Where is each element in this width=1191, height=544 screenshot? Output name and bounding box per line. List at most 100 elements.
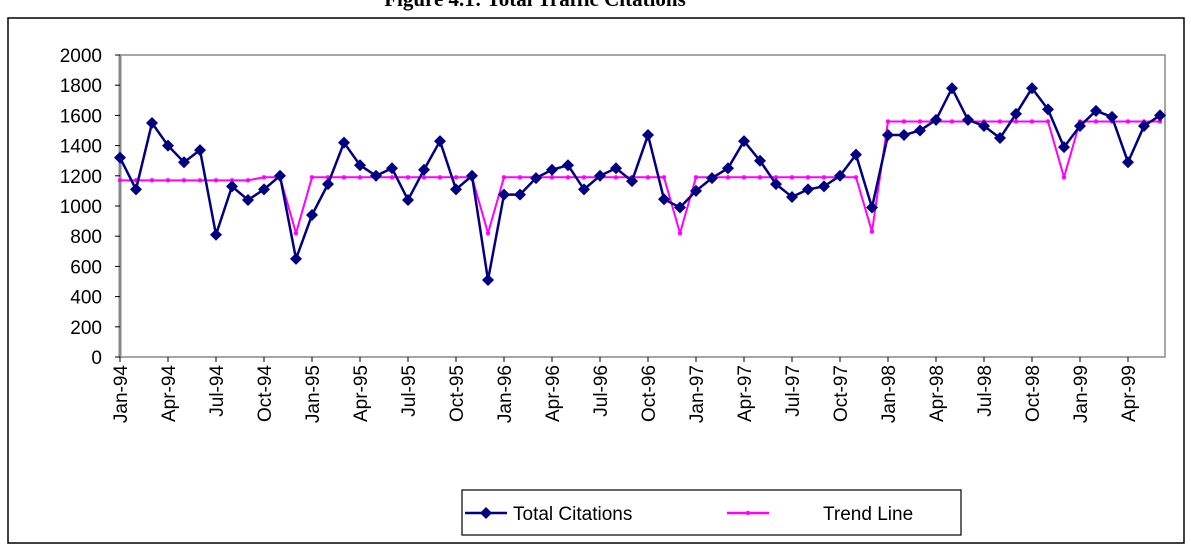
x-tick-label: Apr-95	[351, 365, 372, 422]
data-point	[194, 144, 206, 157]
data-point	[309, 175, 315, 180]
data-point	[946, 82, 958, 95]
data-point	[213, 178, 219, 183]
y-tick-label: 800	[70, 227, 102, 248]
y-tick-label: 400	[70, 288, 102, 309]
data-point	[757, 175, 763, 180]
data-point	[613, 175, 619, 180]
data-point	[434, 135, 446, 148]
data-point	[1090, 104, 1102, 117]
data-point	[1026, 82, 1038, 95]
legend-label: Trend Line	[823, 504, 913, 525]
data-point	[1042, 103, 1054, 116]
data-point	[690, 184, 702, 197]
data-point	[485, 230, 491, 236]
data-point	[725, 175, 731, 180]
data-point	[610, 162, 622, 175]
data-point	[562, 159, 574, 172]
x-tick-label: Jan-98	[879, 365, 900, 423]
chart-border	[7, 17, 1185, 544]
legend	[461, 489, 962, 536]
data-point	[898, 129, 910, 142]
x-tick-label: Jul-96	[591, 365, 612, 417]
data-point	[882, 129, 894, 142]
data-point	[130, 183, 142, 196]
data-point	[370, 169, 382, 182]
x-tick-label: Apr-99	[1119, 365, 1140, 422]
x-tick-label: Oct-95	[447, 365, 468, 422]
data-point	[1058, 141, 1070, 154]
data-point	[178, 156, 190, 169]
x-tick-label: Jul-95	[399, 365, 420, 417]
data-point	[482, 273, 494, 286]
x-tick-label: Jan-94	[111, 365, 132, 424]
data-point	[146, 116, 158, 129]
x-tick-label: Oct-94	[255, 365, 276, 422]
series-line	[118, 85, 1161, 281]
data-point	[421, 175, 427, 180]
data-point	[581, 175, 587, 180]
data-point	[1061, 175, 1067, 180]
x-tick-label: Apr-98	[927, 365, 948, 422]
x-tick-label: Jul-98	[975, 365, 996, 417]
data-point	[626, 175, 638, 188]
data-point	[917, 119, 923, 124]
x-tick-label: Jan-95	[303, 365, 324, 423]
data-point	[1157, 119, 1163, 124]
data-point	[226, 180, 238, 193]
data-point	[789, 175, 795, 180]
data-point	[402, 193, 414, 206]
data-point	[418, 163, 430, 176]
y-tick-label: 1600	[60, 106, 102, 127]
data-point	[738, 135, 750, 148]
data-point	[405, 175, 411, 180]
y-tick-label: 1200	[60, 167, 102, 188]
data-point	[162, 139, 174, 152]
data-point	[357, 175, 363, 180]
data-point	[517, 175, 523, 180]
data-point	[181, 178, 187, 183]
y-tick-label: 2000	[60, 46, 102, 67]
data-point	[914, 124, 926, 137]
data-point	[229, 178, 235, 183]
data-point	[338, 136, 350, 149]
data-point	[1106, 110, 1118, 123]
data-point	[578, 183, 590, 196]
data-point	[549, 175, 555, 180]
data-point	[930, 113, 942, 126]
data-point	[290, 252, 302, 265]
data-point	[818, 180, 830, 193]
chart-title: Figure 4.1: Total Traffic Citations	[384, 0, 686, 11]
data-point	[693, 175, 699, 180]
data-point	[242, 193, 254, 206]
data-point	[745, 510, 751, 516]
y-tick-label: 600	[70, 257, 102, 278]
data-point	[149, 178, 155, 183]
data-point	[453, 175, 459, 180]
data-point	[885, 119, 891, 124]
data-point	[706, 172, 718, 185]
data-point	[274, 169, 286, 182]
x-tick-label: Oct-96	[639, 365, 660, 422]
x-tick-label: Jan-97	[687, 365, 708, 423]
data-point	[642, 129, 654, 142]
data-point	[658, 193, 670, 206]
y-tick-label: 0	[91, 348, 102, 369]
data-point	[773, 175, 779, 180]
data-point	[1010, 107, 1022, 120]
data-point	[645, 175, 651, 180]
data-point	[546, 163, 558, 176]
data-point	[770, 178, 782, 191]
x-tick-label: Jul-97	[783, 365, 804, 417]
data-point	[821, 175, 827, 180]
data-point	[210, 228, 222, 241]
data-point	[354, 159, 366, 172]
data-point	[386, 162, 398, 175]
data-point	[245, 178, 251, 183]
data-point	[1093, 119, 1099, 124]
data-point	[994, 132, 1006, 145]
data-point	[341, 175, 347, 180]
x-tick-label: Apr-94	[159, 365, 180, 422]
